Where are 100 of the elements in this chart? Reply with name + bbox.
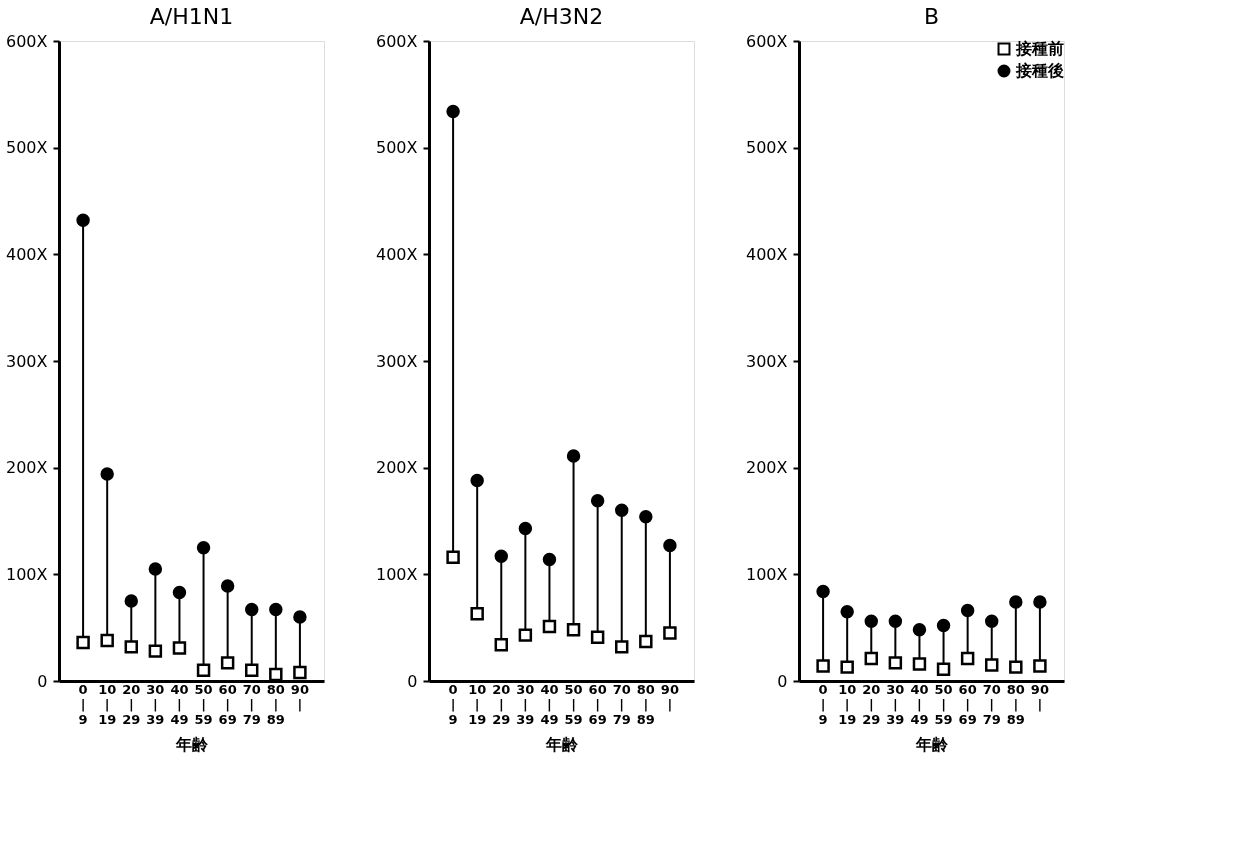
point xyxy=(245,602,259,617)
point xyxy=(76,213,90,227)
y-tick-label: 100X xyxy=(376,564,418,584)
y-tick-label: 200X xyxy=(746,458,788,478)
point xyxy=(615,503,629,518)
y-tick-label: 300X xyxy=(746,351,788,371)
legend-label: 接種後 xyxy=(1015,61,1064,80)
x-tick-label: 70 | 79 xyxy=(982,681,1001,727)
point xyxy=(566,623,581,637)
x-tick-label: 50 | 59 xyxy=(194,681,213,727)
point xyxy=(542,619,557,634)
x-tick-label: 10 | 19 xyxy=(468,681,487,727)
point xyxy=(446,550,460,564)
x-tick-label: 50 | 59 xyxy=(934,681,953,727)
y-tick-label: 500X xyxy=(6,138,48,158)
x-tick-label: 90 | xyxy=(1030,681,1049,712)
x-tick-label: 30 | 39 xyxy=(886,681,905,727)
y-tick-label: 0 xyxy=(37,671,48,691)
point xyxy=(590,630,605,644)
x-tick-label: 80 | 89 xyxy=(636,681,655,727)
x-tick-label: 70 | 79 xyxy=(242,681,261,727)
y-tick-label: 0 xyxy=(777,671,788,691)
y-tick-label: 600X xyxy=(746,31,788,51)
point xyxy=(864,651,878,666)
x-tick-label: 40 | 49 xyxy=(910,681,929,727)
x-tick-label: 0 | 9 xyxy=(448,681,458,727)
y-tick-label: 500X xyxy=(746,138,788,158)
point xyxy=(864,614,878,628)
point xyxy=(590,494,605,508)
point xyxy=(936,618,951,633)
point xyxy=(148,644,163,658)
x-tick-label: 60 | 69 xyxy=(958,681,977,727)
point xyxy=(172,585,187,600)
x-tick-label: 10 | 19 xyxy=(838,681,857,727)
point xyxy=(446,104,460,119)
point xyxy=(100,467,114,481)
point xyxy=(960,651,975,666)
chart-title: B xyxy=(923,4,940,29)
chart-title: A/H3N2 xyxy=(519,4,604,29)
point xyxy=(1033,659,1047,673)
legend-label: 接種前 xyxy=(1015,39,1064,58)
y-tick-label: 600X xyxy=(376,31,418,51)
point xyxy=(985,658,999,672)
point xyxy=(639,510,653,524)
x-tick-label: 20 | 29 xyxy=(122,681,141,727)
point xyxy=(220,656,235,670)
point xyxy=(985,614,999,628)
y-tick-label: 600X xyxy=(6,31,48,51)
x-tick-label: 90 | xyxy=(660,681,679,712)
point xyxy=(293,665,307,680)
x-tick-label: 0 | 9 xyxy=(78,681,88,727)
y-tick-label: 100X xyxy=(746,564,788,584)
point xyxy=(840,604,854,619)
x-axis-title: 年齢 xyxy=(545,734,579,754)
point xyxy=(76,635,90,650)
x-axis-title: 年齢 xyxy=(915,734,949,754)
point xyxy=(196,663,211,678)
chart-title: A/H1N1 xyxy=(149,4,234,29)
point xyxy=(100,633,114,648)
y-tick-label: 400X xyxy=(6,244,48,264)
point xyxy=(220,579,235,593)
x-axis-title: 年齢 xyxy=(175,734,209,754)
point xyxy=(518,521,533,536)
point xyxy=(663,626,677,640)
y-tick-label: 500X xyxy=(376,138,418,158)
y-tick-label: 100X xyxy=(6,564,48,584)
y-tick-label: 300X xyxy=(6,351,48,371)
point xyxy=(470,473,484,488)
point xyxy=(639,634,653,649)
x-tick-label: 10 | 19 xyxy=(98,681,117,727)
point xyxy=(912,657,927,671)
point xyxy=(1009,660,1023,674)
point xyxy=(470,607,484,621)
x-tick-label: 80 | 89 xyxy=(1006,681,1025,727)
point xyxy=(269,602,283,617)
point xyxy=(615,640,629,654)
x-tick-label: 60 | 69 xyxy=(218,681,237,727)
point xyxy=(245,663,259,678)
point xyxy=(888,656,903,670)
point xyxy=(124,640,138,654)
x-tick-label: 20 | 29 xyxy=(862,681,881,727)
point xyxy=(269,667,283,682)
point xyxy=(148,562,163,576)
point xyxy=(816,584,830,599)
point xyxy=(960,603,975,618)
point xyxy=(840,660,854,674)
x-tick-label: 30 | 39 xyxy=(516,681,535,727)
point xyxy=(124,594,138,608)
x-tick-label: 0 | 9 xyxy=(818,681,828,727)
point xyxy=(816,659,830,673)
x-tick-label: 60 | 69 xyxy=(588,681,607,727)
point xyxy=(912,623,927,637)
x-tick-label: 50 | 59 xyxy=(564,681,583,727)
x-tick-label: 40 | 49 xyxy=(170,681,189,727)
point xyxy=(494,638,508,652)
point xyxy=(888,614,903,628)
y-tick-label: 200X xyxy=(376,458,418,478)
point xyxy=(542,552,557,567)
y-tick-label: 400X xyxy=(376,244,418,264)
point xyxy=(566,449,581,463)
